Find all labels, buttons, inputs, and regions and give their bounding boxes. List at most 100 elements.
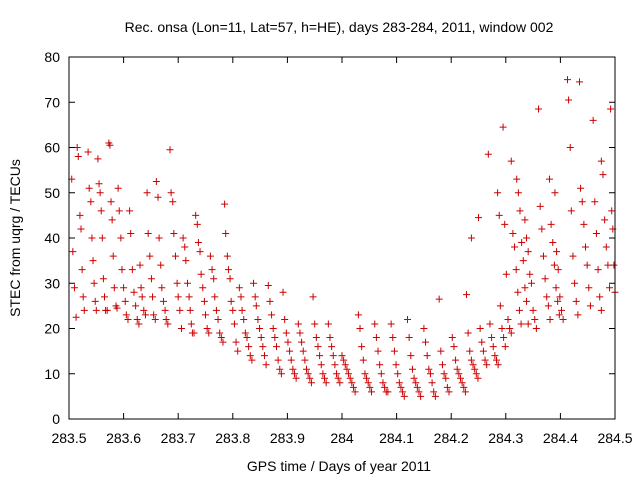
data-point xyxy=(169,198,177,206)
data-point xyxy=(251,293,259,301)
data-point xyxy=(266,297,274,305)
y-tick-label: 70 xyxy=(44,94,60,110)
data-point xyxy=(384,388,392,396)
data-point xyxy=(467,234,475,242)
data-point xyxy=(241,329,249,337)
data-point xyxy=(474,374,482,382)
x-tick-label: 284.5 xyxy=(597,430,632,446)
data-point xyxy=(371,320,379,328)
data-point xyxy=(552,284,560,292)
data-point xyxy=(150,311,158,319)
x-tick-label: 283.5 xyxy=(51,430,86,446)
data-point xyxy=(154,193,162,201)
data-point xyxy=(410,374,418,382)
data-point xyxy=(177,325,185,332)
data-point xyxy=(97,207,105,215)
data-point xyxy=(426,370,434,378)
data-point xyxy=(98,234,106,242)
data-point xyxy=(164,320,172,328)
data-point xyxy=(298,338,306,346)
data-point xyxy=(507,157,515,165)
data-point xyxy=(237,293,245,301)
data-point xyxy=(122,311,130,319)
data-point xyxy=(136,261,144,269)
data-point xyxy=(460,383,468,391)
data-point xyxy=(486,320,494,328)
data-point xyxy=(597,157,605,165)
data-point xyxy=(69,248,77,256)
data-point xyxy=(92,306,100,314)
data-point xyxy=(137,284,145,292)
data-point xyxy=(161,306,169,314)
data-point xyxy=(307,379,315,387)
data-point xyxy=(363,374,371,382)
data-point xyxy=(455,370,463,378)
data-point xyxy=(390,347,398,355)
data-point xyxy=(274,356,282,364)
data-point xyxy=(462,291,470,299)
data-point xyxy=(286,347,294,355)
data-point xyxy=(507,329,515,337)
data-point xyxy=(272,343,280,351)
data-point xyxy=(157,261,165,269)
data-point xyxy=(84,148,92,156)
data-point xyxy=(381,383,389,391)
data-point xyxy=(296,329,304,337)
data-point xyxy=(565,96,573,104)
data-point xyxy=(174,293,182,301)
y-tick-label: 80 xyxy=(44,49,60,65)
data-point xyxy=(591,198,599,206)
data-point xyxy=(545,175,553,183)
data-point xyxy=(389,334,397,342)
data-point xyxy=(379,379,387,387)
data-point xyxy=(190,329,198,337)
data-points xyxy=(68,76,619,400)
y-tick-label: 50 xyxy=(44,185,60,201)
data-point xyxy=(500,334,508,342)
data-point xyxy=(438,361,446,369)
data-point xyxy=(420,325,428,332)
data-point xyxy=(103,306,111,314)
data-point xyxy=(549,239,557,247)
y-tick-label: 0 xyxy=(52,411,60,427)
data-point xyxy=(594,266,602,274)
data-point xyxy=(89,257,97,265)
data-point xyxy=(599,171,607,179)
data-point xyxy=(124,315,132,323)
data-point xyxy=(501,343,509,351)
data-point xyxy=(141,311,149,319)
data-point xyxy=(77,225,85,233)
data-point xyxy=(430,388,438,396)
data-point xyxy=(269,325,277,332)
data-point xyxy=(423,352,431,360)
data-point xyxy=(248,356,256,364)
y-tick-label: 60 xyxy=(44,140,60,156)
data-point xyxy=(132,302,140,310)
y-axis-label: STEC from uqrg / TECUs xyxy=(7,159,23,317)
data-point xyxy=(88,234,96,242)
data-point xyxy=(271,334,279,342)
data-point xyxy=(214,315,222,323)
data-point xyxy=(317,361,325,369)
data-point xyxy=(394,370,402,378)
data-point xyxy=(489,343,497,351)
data-point xyxy=(517,320,525,328)
data-point xyxy=(346,374,354,382)
data-point xyxy=(405,334,413,342)
data-point xyxy=(87,198,95,206)
data-point xyxy=(90,279,98,287)
data-point xyxy=(117,234,125,242)
data-point xyxy=(343,365,351,373)
data-point xyxy=(211,293,219,301)
x-axis: 283.5 283.6 283.7 283.8 283.9 284 284.1 284.2 28… xyxy=(51,57,633,446)
data-point xyxy=(217,334,225,342)
data-point xyxy=(257,334,265,342)
data-point xyxy=(351,388,359,396)
data-point xyxy=(481,356,489,364)
data-point xyxy=(501,220,509,228)
data-point xyxy=(526,270,534,278)
data-point xyxy=(358,343,366,351)
data-point xyxy=(440,370,448,378)
data-point xyxy=(502,270,510,278)
x-axis-label: GPS time / Days of year 2011 xyxy=(247,458,431,474)
